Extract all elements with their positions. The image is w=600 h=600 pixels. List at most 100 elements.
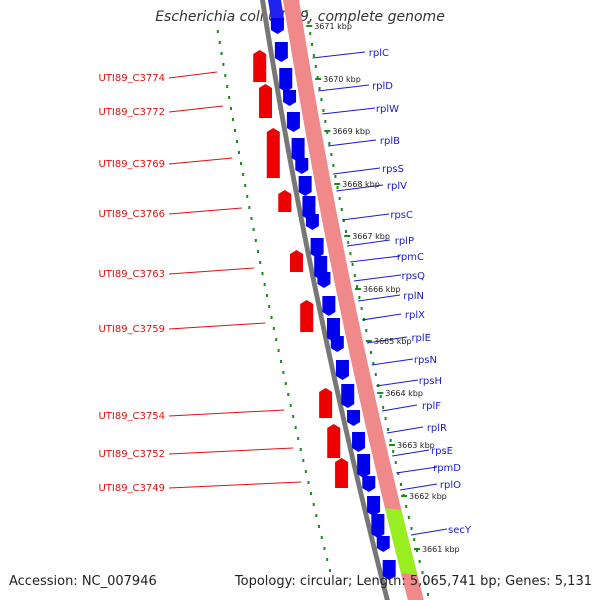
kbp-label: 3665 kbp	[374, 337, 412, 346]
tick-dot	[413, 538, 416, 541]
tick-dot	[254, 239, 257, 242]
leader-line	[327, 139, 377, 147]
kbp-tick	[365, 340, 372, 342]
tick-dot	[259, 261, 262, 264]
tick-dot	[318, 87, 321, 90]
kbp-label: 3667 kbp	[352, 232, 390, 241]
tick-dot	[228, 96, 231, 99]
tick-dot	[235, 140, 238, 143]
kbp-label: 3664 kbp	[385, 389, 423, 398]
tick-dot	[328, 569, 331, 572]
leader-line	[366, 336, 408, 344]
tick-dot	[415, 549, 418, 552]
accession-label: Accession: NC_007946	[9, 574, 157, 589]
forward-gene-label: rplB	[380, 136, 400, 147]
forward-cds-arrow	[279, 68, 293, 92]
genome-summary: Topology: circular; Length: 5,065,741 bp…	[234, 574, 592, 589]
leader-line	[312, 51, 366, 59]
tick-dot	[311, 43, 314, 46]
forward-gene-label: rpsC	[390, 210, 413, 221]
kbp-tick	[315, 78, 322, 80]
tick-dot	[230, 107, 233, 110]
tick-dot	[252, 228, 255, 231]
forward-gene-label: rpmD	[433, 463, 461, 474]
leader-line	[371, 358, 414, 366]
tick-dot	[384, 417, 387, 420]
reverse-cds-arrow	[319, 388, 333, 418]
tick-dot	[263, 283, 266, 286]
forward-cds-arrow	[298, 176, 312, 196]
kbp-label: 3668 kbp	[342, 180, 380, 189]
leader-line	[386, 426, 424, 434]
leader-line	[350, 255, 401, 263]
tick-dot	[237, 151, 240, 154]
tick-dot	[389, 439, 392, 442]
tick-dot	[231, 118, 234, 121]
forward-gene-label: rpsH	[419, 376, 442, 387]
tick-dot	[338, 197, 341, 200]
leader-line	[358, 294, 401, 302]
leader-line	[392, 449, 430, 457]
tick-dot	[248, 206, 251, 209]
tick-dot	[299, 448, 302, 451]
tick-dot	[360, 307, 363, 310]
tick-dot	[330, 153, 333, 156]
backbone-line	[260, 0, 390, 600]
tick-dot	[405, 505, 408, 508]
kbp-tick	[413, 548, 420, 550]
tick-dot	[372, 362, 375, 365]
tick-dot	[316, 76, 319, 79]
forward-gene-label: rplF	[422, 401, 441, 412]
tick-dot	[314, 65, 317, 68]
tick-dot	[399, 483, 402, 486]
tick-dot	[282, 371, 285, 374]
tick-dot	[216, 30, 219, 33]
tick-dot	[332, 164, 335, 167]
kbp-tick	[306, 25, 313, 27]
tick-dot	[351, 263, 354, 266]
forward-cds-arrow	[352, 432, 366, 452]
forward-gene-label: rplW	[376, 104, 399, 115]
tick-dot	[421, 571, 424, 574]
forward-cds-arrow	[357, 454, 371, 478]
leader-line	[410, 528, 448, 536]
tick-dot	[292, 415, 295, 418]
kbp-label: 3670 kbp	[323, 75, 361, 84]
reverse-cds-arrow	[335, 458, 349, 488]
leader-line	[353, 274, 402, 282]
tick-dot	[349, 252, 352, 255]
reverse-cds-arrow	[259, 84, 273, 118]
forward-gene-label: rplE	[411, 333, 431, 344]
tick-dot	[356, 285, 359, 288]
tick-dot	[268, 305, 271, 308]
tick-dot	[382, 406, 385, 409]
tick-dot	[326, 131, 329, 134]
tick-dot	[328, 142, 331, 145]
tick-dot	[265, 294, 268, 297]
forward-cds-arrow	[317, 272, 331, 288]
reverse-gene-label: UTI89_C3774	[98, 73, 165, 84]
forward-cds-arrow	[283, 90, 297, 106]
tick-dot	[294, 426, 297, 429]
tick-dot	[353, 274, 356, 277]
tick-dot	[218, 41, 221, 44]
tick-dot	[336, 186, 339, 189]
tick-dot	[307, 21, 310, 24]
reverse-gene-label: UTI89_C3754	[98, 411, 165, 422]
forward-cds-arrow	[274, 42, 288, 62]
forward-gene-label: rplN	[403, 291, 424, 302]
leader-line	[168, 409, 285, 417]
leader-line	[168, 267, 254, 275]
tick-dot	[324, 120, 327, 123]
tick-dot	[304, 470, 307, 473]
leader-line	[322, 107, 376, 115]
kbp-label: 3661 kbp	[422, 545, 460, 554]
forward-cds-arrow	[335, 360, 349, 380]
forward-cds-arrow	[295, 158, 309, 174]
tick-dot	[307, 481, 310, 484]
tick-dot	[312, 503, 315, 506]
leader-line	[336, 184, 384, 192]
tick-dot	[315, 514, 318, 517]
forward-cds-arrow	[371, 514, 385, 538]
